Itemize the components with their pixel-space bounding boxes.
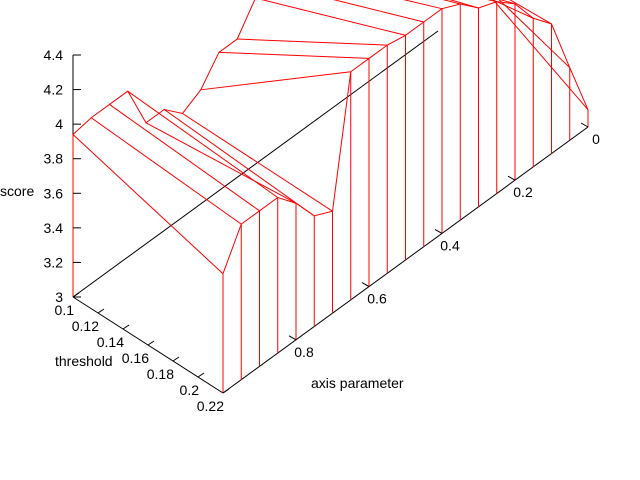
threshold-tick-label: 0.14 [97, 334, 124, 350]
axis-parameter-tick-label: 0 [592, 131, 600, 147]
threshold-tick-label: 0.22 [197, 398, 224, 414]
tick-labels: 3 3.2 3.4 3.6 3.8 4 4.2 4.4 0.10.120.140.160.18 0… [44, 47, 601, 414]
surface-mesh-line [403, 0, 443, 10]
z-axis-label: score [0, 183, 34, 199]
threshold-tick-mark [97, 308, 105, 314]
surface-mesh-line [492, 0, 589, 111]
threshold-tick-mark [172, 356, 180, 362]
surface-mesh [72, 0, 589, 393]
z-tick-label: 3.8 [44, 151, 64, 167]
threshold-tick-mark [122, 324, 130, 330]
z-tick-label: 3 [55, 289, 63, 305]
axis-parameter-tick-label: 0.4 [440, 237, 460, 253]
surface-mesh-line [442, 0, 461, 5]
surface-mesh-line [182, 113, 333, 212]
z-tick-label: 4.2 [44, 82, 64, 98]
surface-mesh-line [333, 0, 424, 23]
z-tick-label: 4.4 [44, 47, 64, 63]
axis-parameter-tick-mark [288, 335, 297, 341]
threshold-tick-label: 0.12 [72, 318, 99, 334]
surface-mesh-line [449, 0, 479, 9]
threshold-tick-label: 0.18 [147, 366, 174, 382]
axis-parameter-tick-mark [361, 282, 370, 288]
surface-mesh-line [72, 134, 224, 275]
surface-mesh-line [90, 117, 242, 225]
surface-mesh-line [127, 90, 279, 198]
z-tick-label: 3.6 [44, 185, 64, 201]
z-tick-label: 4 [55, 116, 63, 132]
surface-mesh-line [261, 0, 406, 36]
surface-mesh-line [509, 0, 552, 25]
threshold-tick-mark [72, 292, 80, 298]
z-tick-label: 3.2 [44, 254, 64, 270]
surface-mesh-line [200, 71, 351, 91]
axis-parameter-tick-label: 0.6 [367, 291, 387, 307]
threshold-tick-mark [197, 372, 205, 378]
axis-parameter-tick-mark [507, 175, 516, 181]
surface-mesh-line [145, 122, 297, 204]
surface-mesh-line [163, 109, 315, 217]
threshold-tick-mark [222, 388, 230, 394]
axis-parameter-tick-label: 0.8 [294, 344, 314, 360]
surface-profile-back [72, 0, 256, 135]
axis-parameter-tick-label: 0.2 [513, 184, 533, 200]
threshold-tick-label: 0.16 [122, 350, 149, 366]
surface-mesh-line [492, 0, 534, 19]
surface-mesh-line [498, 0, 571, 69]
surface-mesh-line [237, 38, 388, 46]
y-axis-label: axis parameter [311, 375, 404, 391]
threshold-tick-mark [147, 340, 155, 346]
surface-profile-front [222, 1, 589, 274]
axis-parameter-tick-mark [434, 228, 443, 234]
axis-parameter-tick-mark [580, 122, 589, 128]
surface-mesh-line [487, 0, 497, 3]
x-axis-label: threshold [55, 353, 113, 369]
threshold-tick-label: 0.2 [180, 382, 200, 398]
back-axis-line [72, 30, 439, 298]
z-tick-label: 3.4 [44, 220, 64, 236]
threshold-tick-label: 0.1 [55, 302, 75, 318]
surface-mesh-line [109, 104, 260, 212]
surface-mesh-line [218, 51, 370, 59]
